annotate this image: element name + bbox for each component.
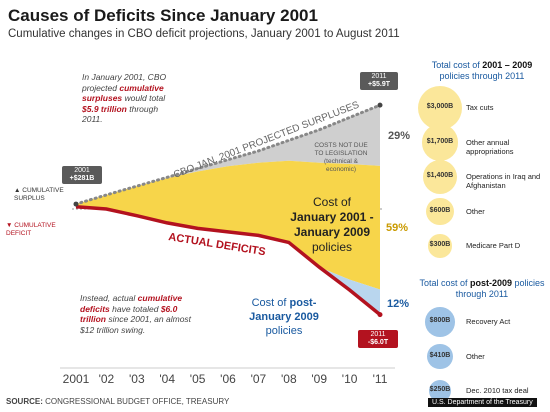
cost-post-suffix: policies [265,325,303,337]
x-tick-label: '08 [280,372,297,386]
cost-bubble [427,343,453,370]
pct-post: 12% [387,298,410,310]
cost-bubble [428,234,452,258]
x-tick-label: '11 [372,372,388,386]
x-tick-label: '10 [341,372,358,386]
cost-bubble [426,197,454,226]
projected-note-bold2: $5.9 trillion [82,103,127,114]
cost-item-label: Other annual appropriations [466,137,514,156]
chart-subtitle: Cumulative changes in CBO deficit projec… [8,28,400,40]
start-chip-year: 2001 [74,167,90,174]
actual-end-chip: 2011 -$6.0T [358,330,398,348]
cost-bubble-value: $3,000B [426,103,454,110]
projected-end-chip-value: +$5.9T [368,81,390,88]
cost-bubble [418,86,462,130]
post-panel-title-bold: post-2009 [469,278,513,288]
source-label: SOURCE: [6,397,43,406]
actual-note-bold2: $6.0 trillion [80,303,178,325]
cost-bubble-value: $300B [429,241,451,248]
projected-note-end: through 2011. [82,103,159,125]
cost-item-label: Other [466,351,485,361]
cost-item-label: Tax cuts [466,103,494,112]
jan-panel-title-suffix: policies through 2011 [439,71,525,81]
x-tick-label: '06 [220,372,236,386]
x-tick-label: '07 [250,372,267,386]
x-tick-label: '03 [128,372,145,386]
area-costs-not-due [76,105,380,205]
cost-item-label: Recovery Act [466,317,511,326]
actual-note-end: since 2001, an almost $12 trillion swing… [80,314,192,335]
actual-end-marker [377,312,383,318]
jan-panel-title-bold: 2001 – 2009 [482,60,533,70]
costs-not-due-label: COSTS NOT DUE TO LEGISLATION (technical … [314,142,368,173]
x-tick-label: '09 [311,372,328,386]
jan-panel-title: Total cost of 2001 – 2009 policies throu… [416,60,548,82]
cost-jan-prefix: Cost of [312,195,351,209]
projected-note-line1: In January 2001, CBO [82,72,167,82]
cumulative-surplus-label: ▲ CUMULATIVE SURPLUS [14,187,66,203]
actual-note-text: Instead, actual [80,293,138,303]
actual-note-bold1: cumulative deficits [80,293,183,314]
cost-bubble [425,307,455,337]
publisher-credit: U.S. Department of the Treasury [428,398,537,407]
x-tick-label: 2001 [62,372,90,386]
cost-jan-label: Cost of January 2001 - January 2009 poli… [284,195,380,255]
pct-jan: 59% [386,222,409,234]
x-tick-label: '02 [98,372,115,386]
cost-item-label: Medicare Part D [466,241,521,250]
down-triangle-icon: ▼ [6,222,13,229]
cost-jan-suffix: policies [311,240,353,254]
area-jan-2001-2009-policies [76,160,380,290]
actual-end-chip-year: 2011 [370,331,386,338]
projected-note-bold1: cumulative surpluses [82,82,164,104]
projected-note: In January 2001, CBO projected cumulativ… [82,72,174,125]
cost-bubble-value: $1,700B [426,137,454,145]
cost-bubble-value: $600B [429,206,451,214]
cost-bubble-value: $1,400B [426,172,454,179]
start-chip: 2001 +$281B [62,166,102,184]
x-tick-label: '05 [189,372,206,386]
up-triangle-icon: ▲ [14,187,21,194]
post-panel-title-suffix: policies through 2011 [455,278,545,299]
cost-post-bold: post-January 2009 [249,297,319,323]
post-panel-title-prefix: Total cost of [419,278,470,288]
actual-deficits-line [75,204,382,316]
jan-panel-title-prefix: Total cost of [431,60,483,70]
projected-end-chip: 2011 +$5.9T [360,72,398,90]
x-tick-label: '04 [159,372,176,386]
pct-not-due: 29% [388,130,411,142]
actual-note: Instead, actual cumulative deficits have… [80,293,192,335]
cost-bubble [422,159,458,195]
cost-bubble-value: $250B [429,386,451,393]
source-line: SOURCE: CONGRESSIONAL BUDGET OFFICE, TRE… [6,397,229,406]
cost-post-prefix: Cost of [251,297,290,309]
cost-post-label: Cost of post-January 2009 policies [238,296,330,338]
start-point-marker [73,201,79,207]
cost-bubble [428,379,452,403]
projected-end-chip-year: 2011 [371,73,387,80]
cost-item-label: Dec. 2010 tax deal [466,386,529,395]
projected-end-marker [377,102,383,108]
cost-bubble-value: $410B [429,351,451,359]
cost-bubble-value: $800B [429,317,451,324]
cost-item-label: Operations in Iraq and Afghanistan [466,172,541,190]
cumulative-deficit-label: ▼ CUMULATIVE DEFICIT [6,222,58,238]
cost-jan-bold: January 2001 - January 2009 [290,210,374,239]
cumulative-surplus-text: CUMULATIVE SURPLUS [14,187,64,202]
projected-surplus-line [74,103,382,206]
cost-bubble [421,124,459,161]
actual-end-chip-value: -$6.0T [367,339,389,346]
source-text: CONGRESSIONAL BUDGET OFFICE, TREASURY [45,397,230,406]
chart-title: Causes of Deficits Since January 2001 [8,6,318,25]
projected-note-text: projected [82,82,120,93]
actual-note-text2: have totaled [109,303,161,314]
post-panel-title: Total cost of post-2009 policies through… [416,278,548,300]
cost-item-label: Other [466,206,485,216]
cumulative-deficit-text: CUMULATIVE DEFICIT [6,222,56,237]
start-chip-value: +$281B [69,175,95,182]
projected-note-text2: would total [122,93,166,103]
